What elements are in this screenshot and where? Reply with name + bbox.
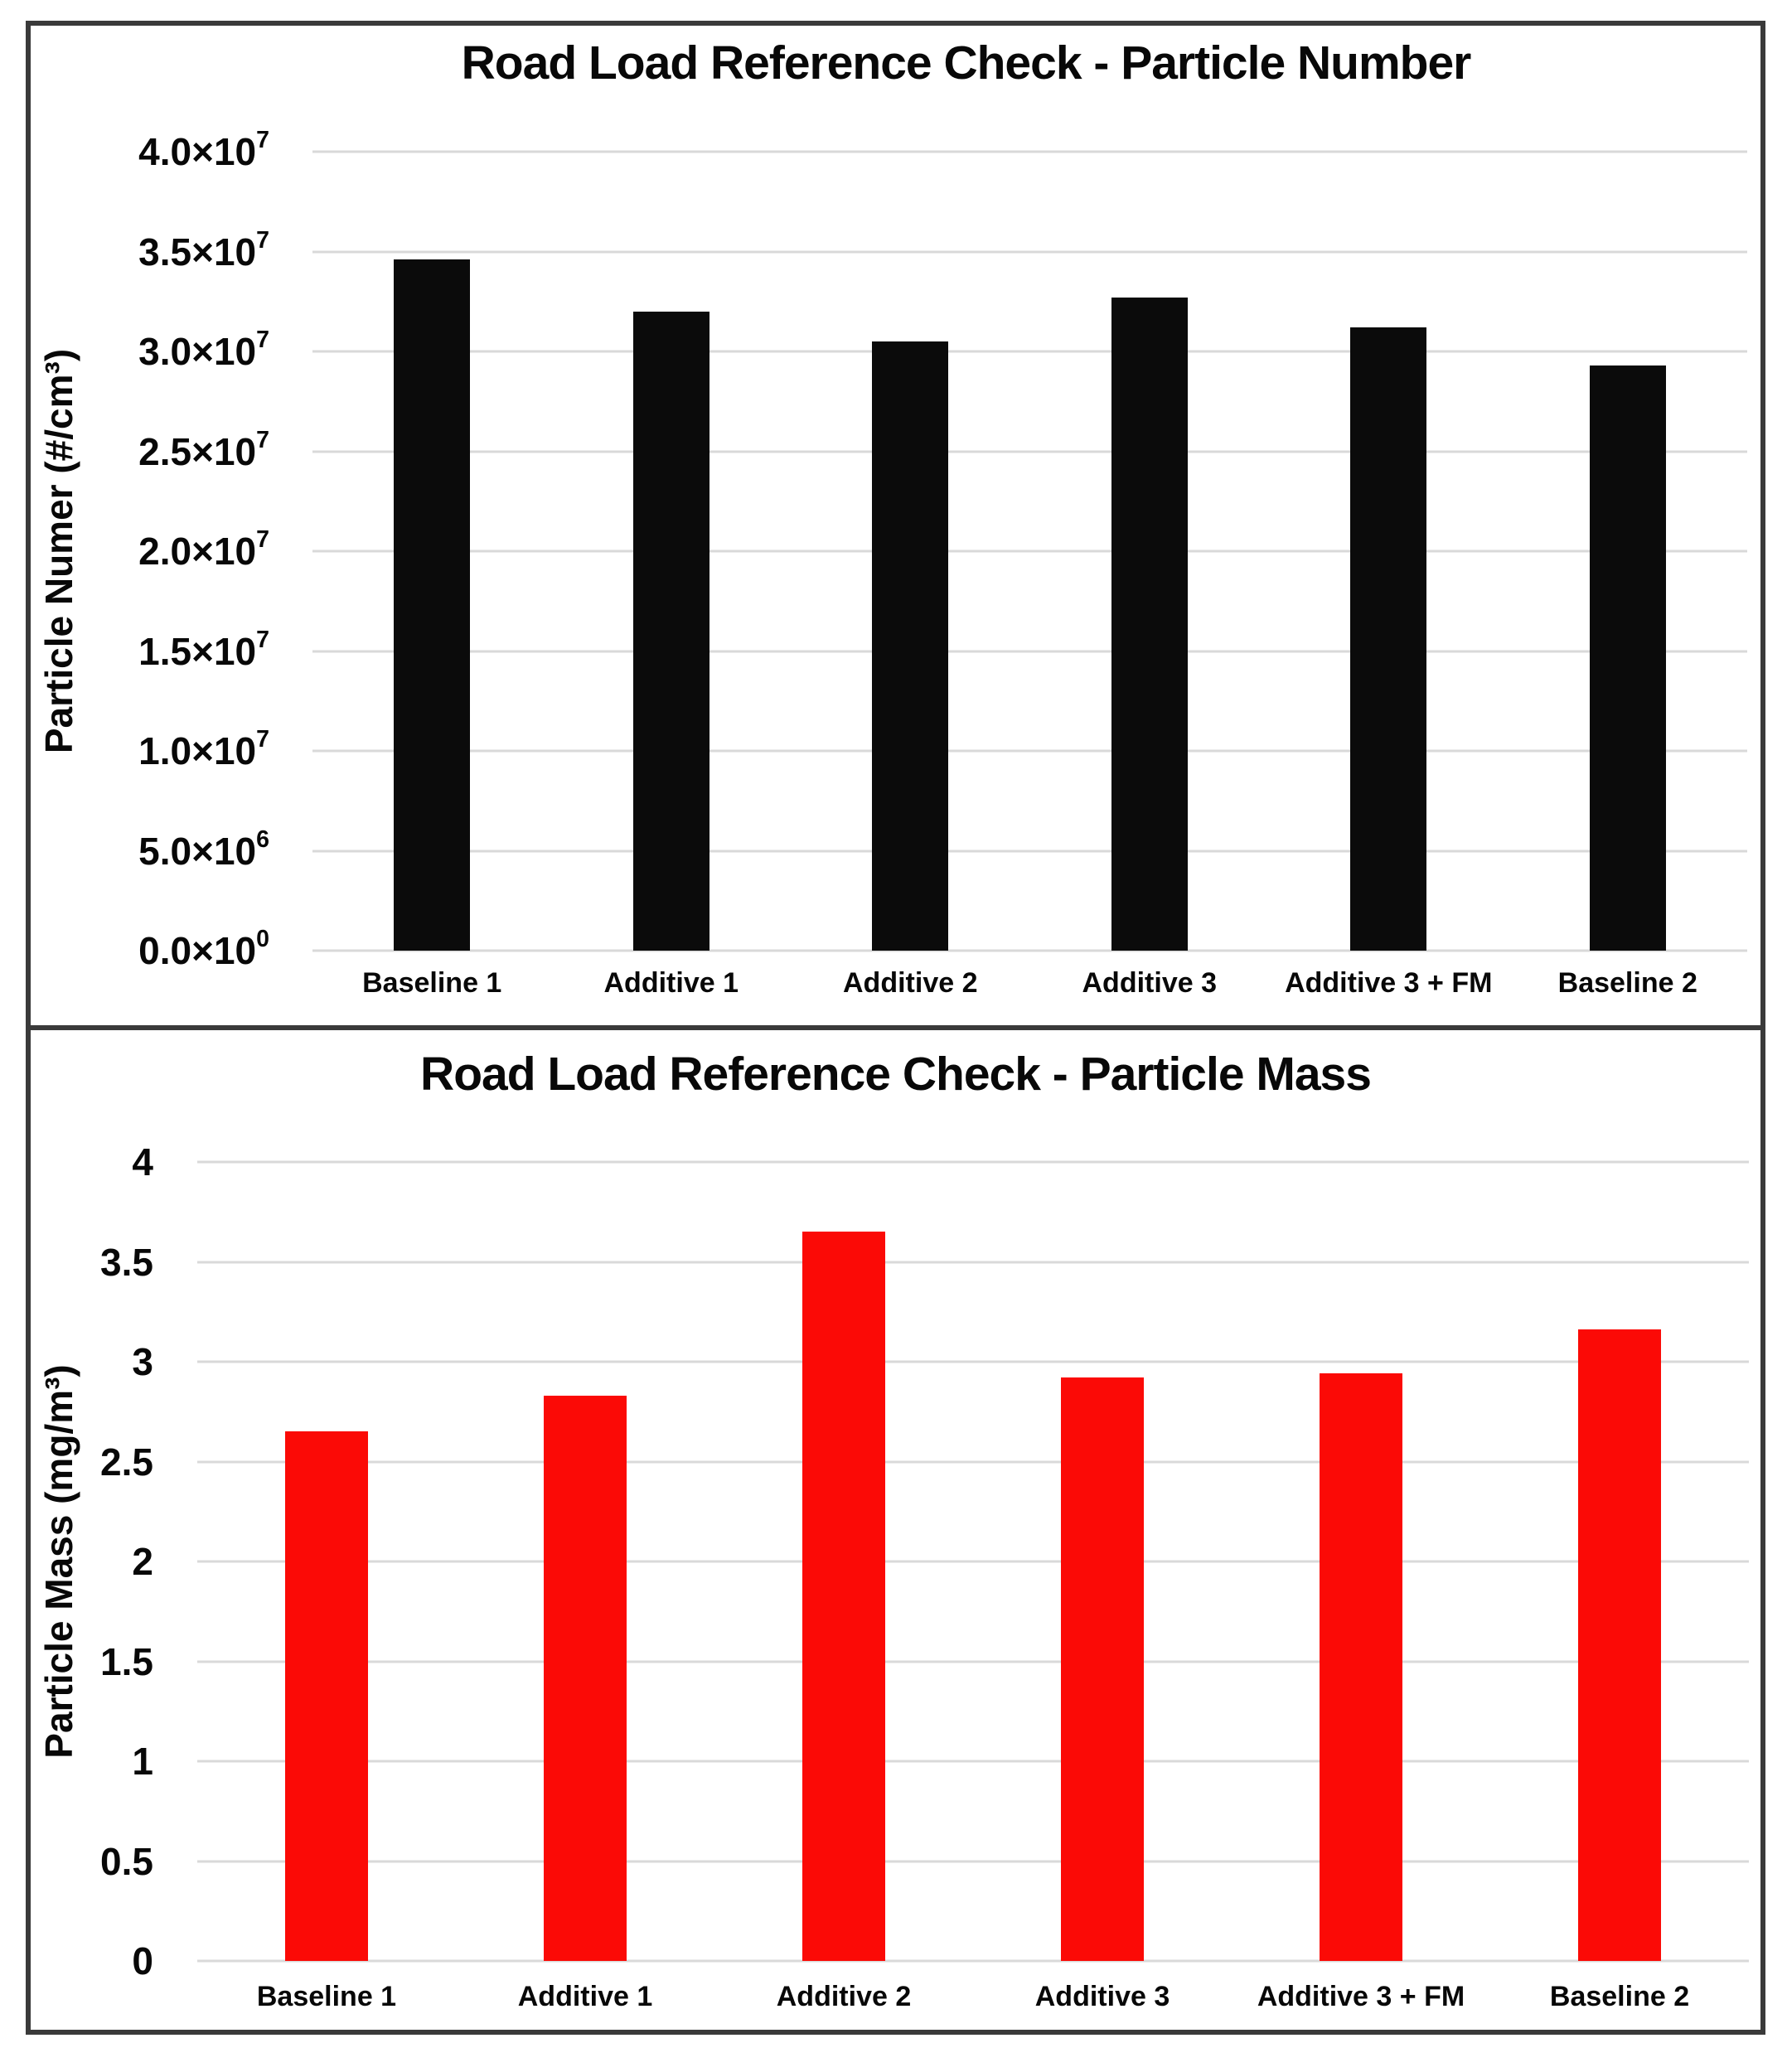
x-category-label: Additive 1	[603, 967, 739, 999]
y-tick-label: 2.0×107	[138, 526, 269, 573]
y-tick-label: 2	[132, 1540, 153, 1583]
y-tick-label: 1.5	[100, 1639, 153, 1683]
x-category-label: Additive 1	[517, 1981, 653, 2012]
bar-baseline-2	[1589, 365, 1666, 951]
x-category-label: Additive 3 + FM	[1257, 1981, 1465, 2012]
gridline	[312, 749, 1747, 753]
x-category-label: Baseline 1	[256, 1981, 397, 2012]
gridline	[312, 549, 1747, 553]
x-category-label: Baseline 2	[1557, 967, 1697, 999]
x-axis-labels: Baseline 1 Additive 1 Additive 2 Additive 3…	[312, 967, 1747, 1009]
y-tick-label: 2.5	[100, 1440, 153, 1484]
x-category-label: Baseline 2	[1549, 1981, 1690, 2012]
y-tick-label: 5.0×106	[138, 825, 269, 873]
x-category-label: Baseline 1	[362, 967, 502, 999]
y-tick-label: 4.0×107	[138, 127, 269, 173]
bar-additive-1	[632, 311, 709, 951]
y-tick-exponent: 7	[256, 226, 269, 254]
y-tick-exponent: 7	[256, 127, 269, 154]
gridline	[197, 1760, 1749, 1763]
y-axis-ticks: 4 3.5 3 2.5 2 1.5 1 0.5 0	[31, 1143, 153, 1980]
gridline	[312, 450, 1747, 453]
x-axis-labels: Baseline 1 Additive 1 Additive 2 Additive 3…	[197, 1981, 1749, 2022]
bar-additive-3	[1061, 1377, 1144, 1961]
x-category-label: Additive 2	[843, 967, 978, 999]
chart-title: Road Load Reference Check - Particle Mas…	[420, 1048, 1372, 1101]
gridline	[312, 949, 1747, 952]
gridline	[312, 350, 1747, 353]
y-axis-ticks: 4.0×107 3.5×107 3.0×107 2.5×107 2.0×107 1.5×1…	[31, 128, 269, 970]
gridline	[312, 250, 1747, 253]
y-tick-exponent: 7	[256, 426, 269, 453]
y-tick-exponent: 7	[256, 626, 269, 653]
y-tick-label: 1.5×107	[138, 626, 269, 673]
gridline	[197, 1860, 1749, 1862]
gridline	[197, 1160, 1749, 1164]
bar-baseline-2	[1578, 1329, 1661, 1961]
gridline	[197, 1360, 1749, 1363]
bar-baseline-1	[394, 259, 471, 951]
plot-area	[312, 150, 1747, 952]
y-tick-exponent: 7	[256, 327, 269, 354]
y-tick-exponent: 6	[256, 825, 269, 853]
x-category-label: Additive 3	[1082, 967, 1217, 999]
chart-title: Road Load Reference Check - Particle Num…	[461, 36, 1472, 90]
gridline	[197, 1560, 1749, 1563]
gridline	[312, 650, 1747, 652]
bar-additive-2	[872, 341, 949, 951]
gridline	[197, 1959, 1749, 1963]
y-tick-exponent: 7	[256, 526, 269, 554]
bar-additive-3	[1111, 297, 1188, 951]
y-tick-label: 3.5	[100, 1240, 153, 1284]
bar-additive-3-fm	[1320, 1373, 1402, 1961]
y-tick-label: 1.0×107	[138, 726, 269, 772]
y-tick-label: 4	[132, 1140, 153, 1184]
y-tick-exponent: 0	[256, 926, 269, 953]
y-tick-label: 0.5	[100, 1839, 153, 1883]
y-tick-label: 0	[132, 1939, 153, 1982]
x-category-label: Additive 3	[1034, 1981, 1170, 2012]
y-tick-label: 0.0×100	[138, 926, 269, 972]
plot-area	[197, 1160, 1749, 1963]
particle-number-chart: Road Load Reference Check - Particle Num…	[26, 21, 1765, 1030]
bar-baseline-1	[284, 1431, 368, 1961]
x-category-label: Additive 3 + FM	[1285, 967, 1493, 999]
x-category-label: Additive 2	[776, 1981, 912, 2012]
gridline	[312, 150, 1747, 153]
y-tick-label: 3.0×107	[138, 327, 269, 373]
bar-additive-3-fm	[1350, 327, 1427, 951]
bar-additive-2	[802, 1232, 885, 1961]
gridline	[197, 1660, 1749, 1663]
gridline	[312, 850, 1747, 852]
gridline	[197, 1261, 1749, 1263]
y-tick-exponent: 7	[256, 726, 269, 753]
y-tick-label: 3.5×107	[138, 226, 269, 274]
gridline	[197, 1460, 1749, 1463]
particle-mass-chart: Road Load Reference Check - Particle Mas…	[26, 1030, 1765, 2035]
y-tick-label: 1	[132, 1740, 153, 1783]
bar-additive-1	[544, 1395, 627, 1961]
y-tick-label: 2.5×107	[138, 426, 269, 473]
y-tick-label: 3	[132, 1340, 153, 1383]
